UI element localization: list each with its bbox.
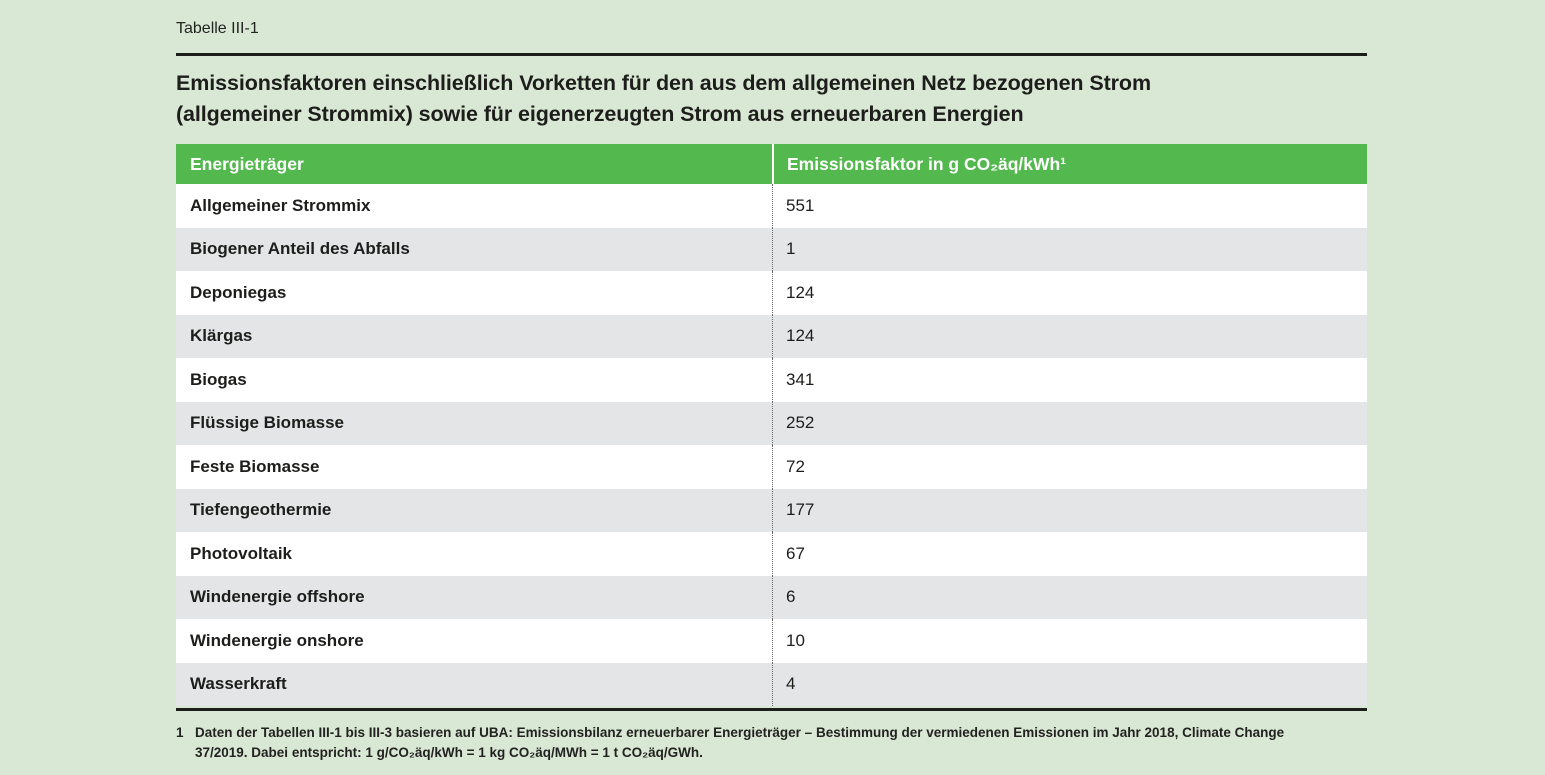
- row-label-cell: Tiefengeothermie: [190, 500, 332, 520]
- footnote: 1 Daten der Tabellen III-1 bis III-3 bas…: [176, 723, 1367, 763]
- footnote-line1: Daten der Tabellen III-1 bis III-3 basie…: [195, 725, 1285, 740]
- document-page: Tabelle III-1 Emissionsfaktoren einschli…: [176, 0, 1367, 763]
- table-row: Photovoltaik 67: [176, 532, 1367, 576]
- table-row: Biogas 341: [176, 358, 1367, 402]
- table-title: Emissionsfaktoren einschließlich Vorkett…: [176, 68, 1367, 130]
- table-row: Klärgas 124: [176, 314, 1367, 358]
- table-row: Feste Biomasse 72: [176, 445, 1367, 489]
- row-label-cell: Wasserkraft: [190, 674, 287, 694]
- row-label-cell: Klärgas: [190, 326, 253, 346]
- table-row: Wasserkraft 4: [176, 662, 1367, 706]
- table-row: Windenergie offshore 6: [176, 575, 1367, 619]
- row-label-cell: Windenergie onshore: [190, 630, 364, 650]
- row-value-cell: 67: [772, 532, 1367, 576]
- row-label-cell: Flüssige Biomasse: [190, 413, 345, 433]
- row-value-cell: 10: [772, 619, 1367, 663]
- row-label-cell: Biogener Anteil des Abfalls: [190, 239, 410, 259]
- table-row: Windenergie onshore 10: [176, 619, 1367, 663]
- row-value-cell: 551: [772, 184, 1367, 228]
- row-label-cell: Feste Biomasse: [190, 456, 320, 476]
- row-value-cell: 4: [772, 662, 1367, 706]
- table-row: Allgemeiner Strommix 551: [176, 184, 1367, 228]
- row-value-cell: 6: [772, 575, 1367, 619]
- column-header-energy-source: Energieträger: [190, 153, 304, 174]
- table-row: Flüssige Biomasse 252: [176, 401, 1367, 445]
- row-value-cell: 252: [772, 401, 1367, 445]
- footnote-line2: 37/2019. Dabei entspricht: 1 g/CO₂äq/kWh…: [195, 745, 703, 760]
- table-number-label: Tabelle III-1: [176, 20, 259, 37]
- row-value-cell: 341: [772, 358, 1367, 402]
- row-value-cell: 124: [772, 271, 1367, 315]
- table-title-line1: Emissionsfaktoren einschließlich Vorkett…: [176, 71, 1151, 95]
- row-label-cell: Windenergie offshore: [190, 587, 365, 607]
- row-label-cell: Photovoltaik: [190, 543, 293, 563]
- row-value-cell: 177: [772, 488, 1367, 532]
- row-label-cell: Allgemeiner Strommix: [190, 195, 371, 215]
- emission-factors-table: Energieträger Emissionsfaktor in g CO₂äq…: [176, 144, 1367, 706]
- footnote-text: Daten der Tabellen III-1 bis III-3 basie…: [195, 723, 1284, 763]
- table-row: Tiefengeothermie 177: [176, 488, 1367, 532]
- table-row: Deponiegas 124: [176, 271, 1367, 315]
- row-value-cell: 1: [772, 227, 1367, 271]
- top-rule: [176, 53, 1367, 56]
- bottom-rule: [176, 708, 1367, 711]
- row-value-cell: 72: [772, 445, 1367, 489]
- table-header-row: Energieträger Emissionsfaktor in g CO₂äq…: [176, 144, 1367, 184]
- footnote-marker: 1: [176, 725, 184, 740]
- column-header-emission-factor: Emissionsfaktor in g CO₂äq/kWh¹: [772, 144, 1367, 184]
- table-title-line2: (allgemeiner Strommix) sowie für eigener…: [176, 102, 1024, 126]
- table-row: Biogener Anteil des Abfalls 1: [176, 227, 1367, 271]
- row-label-cell: Deponiegas: [190, 282, 287, 302]
- row-label-cell: Biogas: [190, 369, 247, 389]
- row-value-cell: 124: [772, 314, 1367, 358]
